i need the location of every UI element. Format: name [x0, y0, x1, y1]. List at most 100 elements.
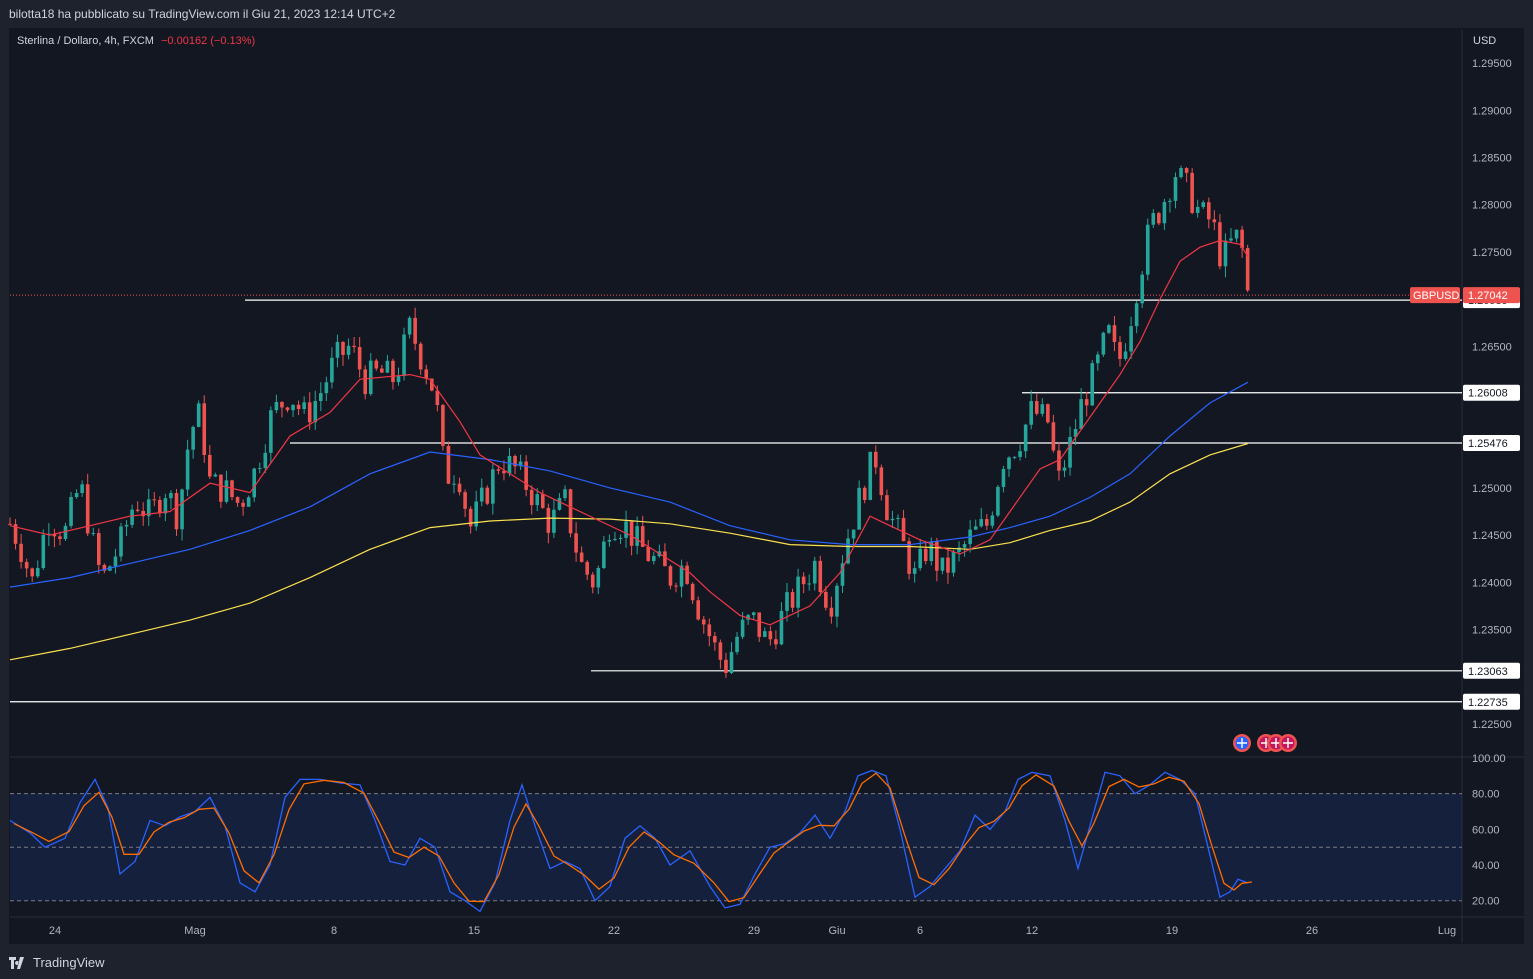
tradingview-logo[interactable]: TradingView — [9, 952, 105, 972]
candle — [1157, 211, 1161, 226]
candle-body — [713, 636, 717, 643]
candle — [1145, 218, 1150, 281]
candle — [935, 537, 939, 582]
candle-body — [452, 483, 456, 485]
candle — [158, 496, 162, 518]
candle-body — [97, 533, 101, 565]
candle — [1179, 165, 1183, 179]
candle-body — [1012, 456, 1017, 458]
symbol-legend[interactable]: Sterlina / Dollaro, 4h, FXCM −0.00162 (−… — [17, 35, 255, 47]
candle — [452, 475, 456, 494]
candle-body — [1023, 424, 1028, 452]
candle-body — [291, 404, 295, 411]
candle-body — [163, 498, 168, 514]
candle-body — [835, 585, 839, 617]
candle-body — [735, 636, 739, 653]
candle-body — [962, 544, 967, 548]
candle-body — [208, 454, 212, 477]
candle-body — [574, 533, 578, 553]
candle-body — [219, 474, 223, 502]
candle-body — [430, 378, 434, 391]
candle — [346, 338, 351, 360]
candle — [879, 464, 884, 501]
candles — [8, 165, 1250, 678]
candle — [1240, 225, 1244, 258]
candle-body — [269, 410, 273, 453]
candle-body — [1068, 436, 1072, 468]
candle — [818, 555, 823, 597]
candle — [219, 474, 223, 508]
candle — [779, 602, 784, 646]
candle — [402, 327, 406, 381]
candle-body — [874, 451, 878, 468]
candle — [24, 558, 29, 578]
candle — [824, 586, 828, 611]
candle — [124, 519, 129, 537]
candle-body — [257, 468, 262, 470]
candle — [335, 334, 340, 368]
candle-body — [940, 557, 945, 571]
candle — [624, 510, 628, 548]
candle — [1040, 398, 1045, 417]
candle-body — [302, 402, 306, 410]
price-tick-label: 1.27500 — [1472, 247, 1512, 259]
candle-body — [957, 547, 961, 553]
candle-body — [1040, 404, 1045, 414]
candle — [923, 541, 928, 565]
candle-body — [119, 526, 123, 557]
candle — [97, 528, 101, 574]
candle-body — [1162, 201, 1167, 224]
candle-body — [1151, 213, 1156, 225]
candle — [341, 341, 345, 366]
candle-body — [646, 546, 651, 562]
candle — [629, 521, 634, 556]
stochastic-tick-label: 100.00 — [1472, 753, 1506, 765]
candle — [241, 499, 245, 516]
candle — [274, 394, 279, 414]
candle — [874, 445, 878, 475]
candle-body — [607, 540, 612, 542]
candle — [202, 395, 207, 463]
candle-body — [585, 561, 589, 575]
stochastic-d-line — [13, 772, 1253, 903]
candle-body — [307, 402, 312, 423]
candle-body — [52, 533, 57, 537]
candle — [857, 480, 861, 530]
candle-body — [796, 576, 800, 608]
candle-body — [707, 624, 712, 637]
candle-body — [296, 404, 301, 410]
candle-body — [468, 508, 473, 527]
price-tick-label: 1.24000 — [1472, 577, 1512, 589]
candle — [91, 527, 96, 537]
candle-body — [785, 592, 789, 611]
level-label: 1.23063 — [1468, 666, 1508, 678]
candle — [973, 519, 978, 531]
candle-body — [1212, 219, 1217, 223]
candle-body — [396, 376, 401, 383]
candle — [724, 652, 728, 678]
candle-body — [618, 537, 623, 539]
candle-body — [1112, 325, 1117, 343]
candle-body — [757, 612, 762, 637]
chart-area[interactable] — [9, 28, 1524, 944]
candle — [174, 488, 179, 536]
candle — [751, 611, 756, 620]
candle — [324, 376, 329, 402]
candle — [30, 567, 34, 582]
candle-body — [846, 538, 850, 564]
candle — [319, 382, 323, 412]
candle — [246, 495, 251, 507]
candle — [1018, 444, 1022, 461]
candle-body — [135, 509, 140, 511]
candle-body — [652, 556, 656, 562]
candle — [113, 548, 118, 574]
candle — [690, 582, 695, 604]
candle-body — [130, 509, 134, 525]
candle-body — [8, 523, 12, 525]
moving-average-slow — [9, 442, 1249, 661]
candle — [901, 509, 906, 542]
candle — [374, 358, 379, 371]
candle — [13, 519, 18, 550]
candle-body — [624, 521, 628, 538]
